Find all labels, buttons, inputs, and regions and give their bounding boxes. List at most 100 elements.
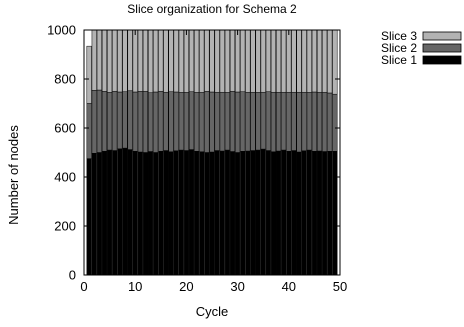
bar-slice-1-cycle-14 [153, 152, 159, 276]
bar-slice-3-cycle-25 [209, 29, 215, 93]
bar-slice-1-cycle-45 [311, 151, 317, 276]
x-tick-label: 0 [80, 279, 87, 294]
bar-slice-1-cycle-19 [178, 149, 184, 276]
bar-slice-2-cycle-48 [327, 92, 333, 152]
bar-slice-2-cycle-18 [173, 91, 179, 152]
bar-slice-2-cycle-15 [158, 91, 164, 152]
y-tick-label: 800 [54, 72, 76, 87]
bar-slice-2-cycle-33 [250, 91, 256, 151]
bar-slice-1-cycle-28 [224, 149, 230, 276]
bar-slice-1-cycle-17 [168, 151, 174, 276]
bar-slice-3-cycle-13 [148, 29, 154, 93]
bar-slice-3-cycle-27 [219, 29, 225, 93]
bar-slice-1-cycle-8 [122, 147, 128, 276]
y-tick-label: 200 [54, 219, 76, 234]
bar-slice-1-cycle-15 [158, 151, 164, 276]
bar-slice-3-cycle-43 [301, 29, 307, 93]
bar-slice-2-cycle-16 [163, 91, 169, 151]
bar-slice-1-cycle-23 [199, 151, 205, 276]
bar-slice-2-cycle-8 [122, 91, 128, 149]
bar-slice-1-cycle-2 [91, 152, 97, 276]
y-tick-label: 400 [54, 170, 76, 185]
bar-slice-3-cycle-20 [183, 29, 189, 93]
bar-slice-2-cycle-4 [101, 91, 108, 152]
bar-slice-1-cycle-12 [142, 152, 148, 276]
bar-slice-3-cycle-17 [168, 29, 174, 92]
bar-slice-2-cycle-7 [117, 91, 123, 150]
bar-slice-3-cycle-28 [224, 29, 230, 93]
bar-slice-2-cycle-1 [86, 103, 92, 159]
bar-slice-1-cycle-44 [306, 149, 312, 276]
bar-slice-3-cycle-31 [240, 29, 246, 92]
bar-slice-2-cycle-43 [301, 91, 307, 152]
chart-title: Slice organization for Schema 2 [127, 2, 297, 16]
axes: 0 10 20 30 40 50 0 200 400 600 800 1000 [47, 23, 347, 295]
legend-label-slice-3: Slice 3 [381, 29, 417, 43]
bar-slice-1-cycle-25 [209, 151, 215, 276]
bar-slice-2-cycle-38 [276, 91, 282, 152]
bar-slice-3-cycle-41 [291, 29, 297, 93]
legend-label-slice-2: Slice 2 [381, 41, 417, 55]
bar-slice-1-cycle-27 [219, 150, 225, 276]
y-axis-label: Number of nodes [6, 125, 21, 225]
legend-swatch-slice-3 [422, 31, 462, 41]
bar-slice-1-cycle-4 [101, 151, 108, 276]
bar-slice-3-cycle-1 [86, 45, 92, 104]
bar-slice-2-cycle-35 [260, 91, 266, 150]
bar-slice-1-cycle-29 [229, 151, 236, 276]
bar-slice-3-cycle-26 [214, 29, 220, 93]
bar-slice-1-cycle-35 [260, 148, 266, 276]
bar-slice-1-cycle-47 [322, 151, 328, 276]
bar-slice-1-cycle-38 [276, 150, 282, 276]
bar-slice-1-cycle-34 [255, 149, 261, 276]
bar-slice-1-cycle-22 [194, 151, 200, 276]
bar-slice-1-cycle-11 [137, 151, 143, 276]
y-tick-label: 600 [54, 121, 76, 136]
bar-slice-3-cycle-23 [199, 29, 205, 93]
bar-slice-1-cycle-6 [112, 150, 118, 276]
bar-slice-2-cycle-20 [183, 92, 189, 151]
bar-slice-2-cycle-36 [265, 91, 271, 151]
bar-slice-2-cycle-10 [132, 91, 138, 152]
bar-slice-2-cycle-37 [270, 91, 277, 153]
bar-slice-2-cycle-23 [199, 92, 205, 153]
legend-label-slice-1: Slice 1 [381, 53, 417, 67]
bar-slice-1-cycle-9 [127, 149, 133, 276]
bar-slice-3-cycle-34 [255, 29, 261, 93]
bar-slice-3-cycle-19 [178, 29, 184, 93]
bar-slice-1-cycle-41 [291, 150, 297, 276]
bar-slice-3-cycle-30 [235, 29, 241, 93]
bar-slice-2-cycle-29 [229, 91, 236, 152]
bar-slice-1-cycle-32 [245, 150, 251, 276]
bar-slice-3-cycle-39 [281, 29, 287, 93]
bar-slice-1-cycle-20 [183, 150, 189, 276]
bar-slice-2-cycle-12 [142, 91, 148, 153]
bar-slice-2-cycle-13 [148, 92, 154, 152]
bar-slice-3-cycle-42 [296, 29, 302, 93]
bar-slice-3-cycle-14 [153, 29, 159, 93]
bar-slice-1-cycle-13 [148, 151, 154, 276]
bar-slice-3-cycle-5 [107, 29, 113, 93]
bar-slice-3-cycle-7 [117, 29, 123, 93]
bar-slice-2-cycle-11 [137, 91, 143, 153]
bar-slice-1-cycle-42 [296, 151, 302, 276]
y-tick-label: 0 [69, 268, 76, 283]
bar-slice-2-cycle-26 [214, 91, 220, 151]
bar-slice-1-cycle-33 [250, 150, 256, 276]
x-tick-label: 20 [179, 279, 193, 294]
bar-slice-1-cycle-26 [214, 150, 220, 276]
bar-slice-2-cycle-46 [316, 91, 323, 152]
plot-area [86, 29, 338, 276]
bar-slice-3-cycle-10 [132, 29, 138, 93]
bar-slice-2-cycle-42 [296, 91, 302, 153]
bar-slice-3-cycle-21 [188, 29, 195, 92]
bar-slice-3-cycle-6 [112, 29, 118, 92]
bar-slice-1-cycle-36 [265, 150, 271, 276]
bar-slice-2-cycle-21 [188, 91, 195, 150]
bar-slice-1-cycle-31 [240, 151, 246, 276]
bar-slice-1-cycle-16 [163, 150, 169, 276]
bar-slice-2-cycle-40 [286, 91, 292, 152]
bar-slice-2-cycle-6 [112, 91, 118, 151]
bar-slice-3-cycle-45 [311, 29, 317, 93]
